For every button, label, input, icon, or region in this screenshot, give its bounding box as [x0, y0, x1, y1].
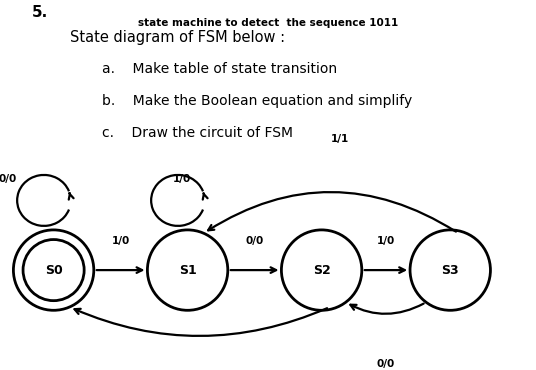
- Text: 0/0: 0/0: [245, 236, 264, 246]
- Text: 5.: 5.: [32, 5, 48, 20]
- Text: State diagram of FSM below :: State diagram of FSM below :: [70, 30, 285, 45]
- Text: a.    Make table of state transition: a. Make table of state transition: [102, 62, 337, 76]
- Text: S1: S1: [178, 263, 197, 277]
- Text: 1/0: 1/0: [377, 236, 395, 246]
- Text: b.    Make the Boolean equation and simplify: b. Make the Boolean equation and simplif…: [102, 94, 412, 108]
- Text: c.    Draw the circuit of FSM: c. Draw the circuit of FSM: [102, 126, 293, 140]
- Text: 0/0: 0/0: [377, 359, 395, 369]
- Text: 0/0: 0/0: [0, 174, 17, 184]
- Text: 1/1: 1/1: [331, 134, 349, 144]
- Text: state machine to detect  the sequence 1011: state machine to detect the sequence 101…: [138, 18, 398, 28]
- Text: S0: S0: [44, 263, 63, 277]
- Text: S3: S3: [442, 263, 459, 277]
- Text: 1/0: 1/0: [173, 174, 191, 184]
- Text: 1/0: 1/0: [111, 236, 130, 246]
- Text: S2: S2: [312, 263, 331, 277]
